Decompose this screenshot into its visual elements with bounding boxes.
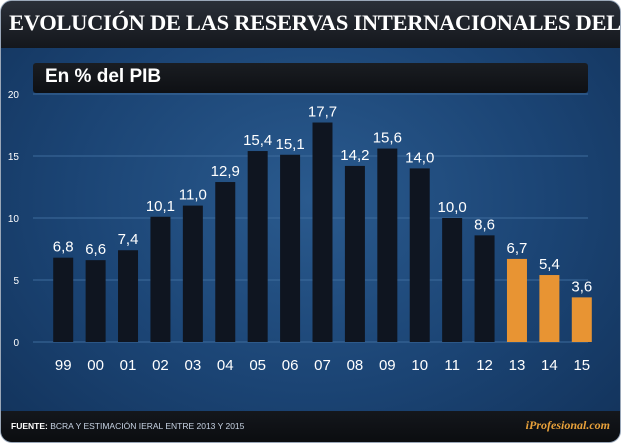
x-tick-label: 03 [185,357,202,374]
bar-99 [53,257,74,342]
value-label: 15,1 [275,136,304,153]
value-label: 11,0 [179,187,207,204]
x-tick-label: 08 [347,357,364,374]
source-note: FUENTE: BCRA Y ESTIMACIÓN IERAL ENTRE 20… [11,421,244,431]
value-label: 6,6 [85,241,106,258]
bar-15 [571,297,592,342]
bar-03 [182,205,203,342]
source-text: BCRA Y ESTIMACIÓN IERAL ENTRE 2013 Y 201… [50,421,245,431]
value-label: 12,9 [211,163,240,180]
x-tick-label: 07 [314,357,331,374]
value-label: 10,1 [146,198,175,215]
bar-10 [409,168,430,342]
value-label: 6,7 [507,240,528,257]
value-label: 15,6 [373,130,402,147]
value-label: 17,7 [308,104,337,121]
x-tick-label: 12 [476,357,493,374]
x-tick-label: 10 [411,357,428,374]
value-label: 6,8 [53,239,74,256]
y-tick-label: 10 [8,214,20,225]
y-tick-label: 20 [8,90,20,101]
bar-12 [474,235,495,342]
bar-05 [247,151,268,342]
bar-04 [215,182,236,342]
bar-09 [377,148,398,342]
bar-14 [539,275,560,342]
bar-06 [280,154,301,342]
chart-title: EVOLUCIÓN DE LAS RESERVAS INTERNACIONALE… [9,10,621,35]
x-tick-label: 04 [217,357,234,374]
value-label: 10,0 [438,199,467,216]
bar-13 [506,258,527,342]
footer-bar: FUENTE: BCRA Y ESTIMACIÓN IERAL ENTRE 20… [1,411,620,442]
bar-07 [312,122,333,343]
value-label: 3,6 [571,278,592,295]
value-label: 8,6 [474,216,495,233]
x-tick-label: 13 [509,357,526,374]
bar-01 [118,250,139,342]
value-label: 14,0 [405,149,434,166]
value-label: 7,4 [118,231,139,248]
x-tick-label: 14 [541,357,558,374]
source-label: FUENTE: [11,421,48,431]
x-tick-label: 09 [379,357,396,374]
value-label: 15,4 [243,132,272,149]
chart-subtitle: En % del PIB [45,66,162,87]
x-tick-label: 00 [87,357,104,374]
x-tick-label: 15 [573,357,590,374]
brand-logo[interactable]: iProfesional.com [525,418,610,432]
value-label: 14,2 [340,147,369,164]
bar-02 [150,216,171,342]
y-tick-label: 0 [13,338,19,349]
x-tick-label: 05 [249,357,266,374]
x-tick-label: 06 [282,357,299,374]
x-tick-label: 01 [120,357,137,374]
x-tick-label: 99 [55,357,72,374]
title-bar: EVOLUCIÓN DE LAS RESERVAS INTERNACIONALE… [1,1,620,48]
x-tick-label: 02 [152,357,169,374]
bar-08 [344,165,365,342]
bar-00 [85,260,106,342]
y-tick-label: 5 [13,276,19,287]
bar-11 [442,218,463,342]
x-tick-label: 11 [444,357,460,374]
subtitle-bar: En % del PIB [33,63,588,93]
y-tick-label: 15 [8,152,20,163]
value-label: 5,4 [539,256,560,273]
